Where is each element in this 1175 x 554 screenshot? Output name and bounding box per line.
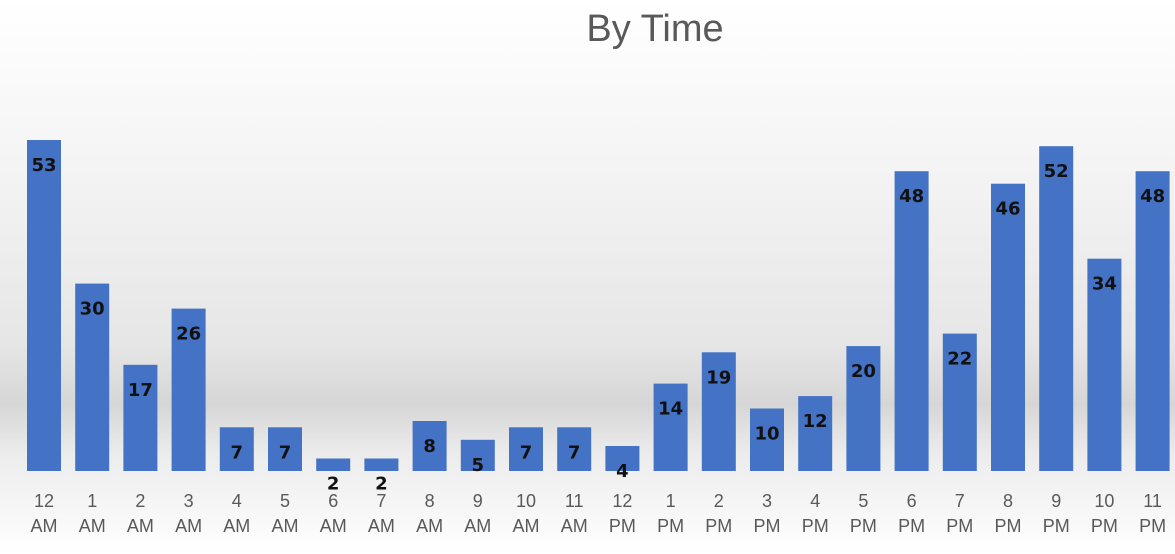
x-tick-label: AM (464, 516, 491, 536)
x-tick-label: 1 (666, 491, 676, 511)
bar (894, 171, 929, 471)
x-tick-label: AM (320, 516, 347, 536)
x-tick-label: 3 (184, 491, 194, 511)
x-tick-label: AM (127, 516, 154, 536)
x-tick-label: PM (995, 516, 1022, 536)
x-tick-label: 10 (1094, 491, 1114, 511)
data-label: 7 (279, 442, 292, 463)
x-tick-label: 4 (810, 491, 820, 511)
x-tick-label: 12 (612, 491, 632, 511)
x-tick-label: 7 (955, 491, 965, 511)
bar (1039, 146, 1074, 471)
x-tick-label: AM (223, 516, 250, 536)
x-tick-label: PM (898, 516, 925, 536)
data-label: 14 (658, 399, 683, 420)
bar (750, 408, 784, 471)
x-tick-label: PM (1043, 516, 1070, 536)
x-tick-label: PM (754, 516, 781, 536)
x-tick-label: 8 (425, 491, 435, 511)
x-tick-label: 9 (1051, 491, 1061, 511)
x-tick-label: 7 (376, 491, 386, 511)
x-tick-label: PM (850, 516, 877, 536)
data-label: 7 (231, 442, 244, 463)
data-label: 52 (1044, 161, 1069, 182)
bar (942, 333, 977, 471)
data-label: 48 (899, 186, 924, 207)
x-tick-label: AM (175, 516, 202, 536)
bar (557, 427, 592, 471)
x-tick-label: 2 (135, 491, 145, 511)
x-tick-label: 10 (516, 491, 536, 511)
bar (605, 446, 640, 471)
x-tick-label: 4 (232, 491, 242, 511)
bar (653, 383, 688, 471)
x-tick-label: AM (561, 516, 588, 536)
chart-title: By Time (586, 8, 724, 50)
data-label: 48 (1140, 186, 1165, 207)
x-tick-label: 8 (1003, 491, 1013, 511)
x-tick-label: AM (416, 516, 443, 536)
data-label: 4 (616, 461, 629, 482)
x-tick-label: PM (1091, 516, 1118, 536)
data-label: 5 (472, 455, 485, 476)
bar (701, 352, 736, 471)
bar (123, 364, 158, 471)
x-tick-label: AM (513, 516, 540, 536)
data-label: 26 (176, 324, 201, 345)
x-tick-label: AM (79, 516, 106, 536)
x-tick-label: 11 (1143, 491, 1162, 511)
data-label: 30 (80, 299, 105, 320)
data-label: 8 (423, 436, 436, 457)
x-tick-label: 9 (473, 491, 483, 511)
data-label: 2 (375, 474, 388, 495)
x-tick-label: PM (657, 516, 684, 536)
x-tick-label: 6 (907, 491, 917, 511)
bar (27, 140, 61, 471)
data-label: 46 (995, 199, 1020, 220)
x-tick-label: PM (705, 516, 732, 536)
x-tick-label: AM (368, 516, 395, 536)
bar (219, 427, 254, 471)
x-tick-label: 2 (714, 491, 724, 511)
data-label: 34 (1092, 274, 1117, 295)
x-tick-label: AM (31, 516, 58, 536)
data-label: 7 (520, 442, 533, 463)
x-tick-label: 6 (328, 491, 338, 511)
bar (364, 458, 399, 471)
bar (460, 439, 495, 471)
bar (268, 427, 302, 471)
bar (991, 183, 1025, 471)
x-tick-label: PM (1139, 516, 1166, 536)
x-tick-label: 5 (858, 491, 868, 511)
bar (1135, 171, 1170, 471)
bar (1087, 258, 1122, 471)
bar (846, 346, 881, 471)
bar (798, 396, 833, 471)
x-tick-label: PM (802, 516, 829, 536)
bar (412, 421, 447, 471)
data-label: 19 (706, 367, 731, 388)
bar (316, 458, 351, 471)
bar (171, 308, 206, 471)
bar (509, 427, 543, 471)
data-label: 7 (568, 442, 581, 463)
data-label: 17 (128, 380, 153, 401)
data-label: 22 (947, 349, 972, 370)
x-tick-label: PM (609, 516, 636, 536)
x-tick-label: 1 (87, 491, 97, 511)
x-tick-label: PM (946, 516, 973, 536)
x-tick-label: AM (272, 516, 299, 536)
x-tick-label: 5 (280, 491, 290, 511)
x-tick-label: 12 (34, 491, 54, 511)
data-label: 53 (31, 155, 56, 176)
data-label: 20 (851, 361, 876, 382)
x-tick-label: 11 (565, 491, 584, 511)
x-tick-label: 3 (762, 491, 772, 511)
data-label: 12 (803, 411, 828, 432)
data-label: 10 (754, 424, 779, 445)
data-label: 2 (327, 474, 340, 495)
bar (75, 283, 110, 471)
